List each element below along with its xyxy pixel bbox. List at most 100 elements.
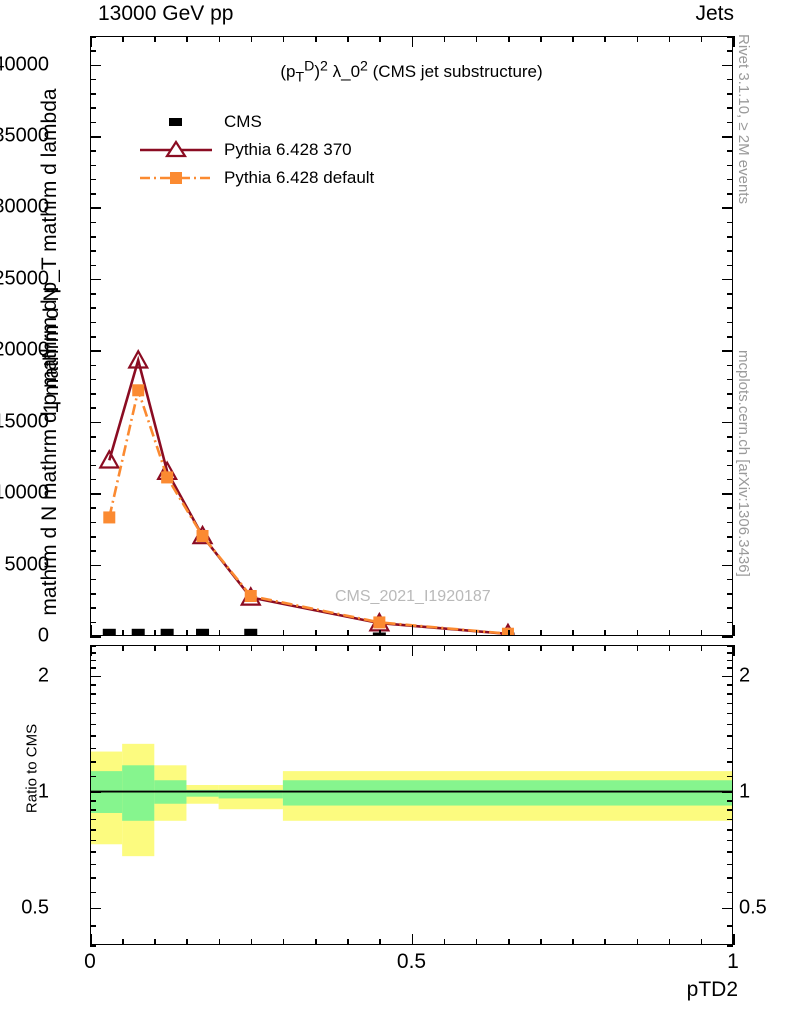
axis-tick <box>722 493 733 495</box>
header-analysis-category: Jets <box>695 2 734 25</box>
axis-tick <box>475 36 478 42</box>
axis-tick <box>727 193 733 195</box>
axis-tick <box>727 236 733 238</box>
axis-tick <box>540 939 542 945</box>
axis-tick <box>90 536 96 538</box>
plot-watermark: CMS_2021_I1920187 <box>335 588 491 605</box>
main-y-tick-label: 0 <box>37 624 49 647</box>
axis-tick <box>90 925 96 927</box>
legend-label: Pythia 6.428 default <box>224 168 375 187</box>
data-marker <box>160 628 174 635</box>
axis-tick <box>727 378 733 381</box>
axis-tick <box>186 36 189 42</box>
axis-tick <box>90 78 96 81</box>
axis-tick <box>727 593 733 595</box>
axis-tick <box>186 645 189 651</box>
axis-tick <box>90 264 96 267</box>
axis-tick <box>90 934 92 945</box>
x-tick-label: 0 <box>84 950 96 973</box>
axis-tick <box>700 36 703 42</box>
axis-tick <box>443 939 446 945</box>
data-marker <box>196 530 209 542</box>
axis-tick <box>668 630 671 636</box>
axis-tick <box>636 630 639 636</box>
axis-tick <box>727 107 733 110</box>
axis-tick <box>90 378 96 381</box>
axis-tick <box>90 450 96 452</box>
axis-tick <box>90 800 96 802</box>
axis-tick <box>636 36 639 42</box>
axis-tick <box>218 939 221 945</box>
data-marker <box>131 628 145 635</box>
axis-tick <box>250 36 253 42</box>
axis-tick <box>90 464 96 467</box>
main-y-tick-label: 35000 <box>0 124 49 147</box>
axis-tick <box>733 625 735 636</box>
data-marker <box>98 449 121 469</box>
legend-item[interactable]: Pythia 6.428 default <box>140 164 374 192</box>
axis-tick <box>727 818 733 821</box>
axis-tick <box>572 645 574 651</box>
axis-tick <box>122 630 124 636</box>
ratio-uncertainty-band-green <box>186 789 219 797</box>
ratio-plot-ticks <box>90 645 735 947</box>
axis-tick <box>90 684 96 686</box>
axis-tick <box>540 645 542 651</box>
axis-tick <box>475 939 478 945</box>
axis-tick <box>700 939 703 945</box>
axis-tick <box>540 630 542 636</box>
axis-tick <box>727 250 733 252</box>
axis-tick <box>727 723 733 726</box>
legend-item[interactable]: CMS <box>140 108 374 136</box>
axis-tick <box>90 36 96 38</box>
axis-tick <box>722 136 733 138</box>
axis-tick <box>90 636 101 638</box>
axis-tick <box>90 625 92 636</box>
axis-tick <box>90 907 101 910</box>
axis-tick <box>727 164 733 167</box>
axis-tick <box>90 564 101 567</box>
axis-tick <box>90 818 96 821</box>
axis-tick <box>218 36 221 42</box>
ratio-plot-canvas <box>91 743 732 857</box>
axis-tick <box>90 164 96 167</box>
axis-tick <box>90 621 96 624</box>
axis-tick <box>475 645 478 651</box>
axis-tick <box>186 630 189 636</box>
axis-tick <box>90 50 96 52</box>
axis-tick <box>282 630 285 636</box>
axis-tick <box>90 364 96 367</box>
axis-tick <box>90 478 96 481</box>
axis-tick <box>727 621 733 624</box>
legend-item[interactable]: Pythia 6.428 370 <box>140 136 374 164</box>
axis-tick <box>727 891 733 894</box>
axis-tick <box>727 321 733 324</box>
data-marker <box>161 471 174 484</box>
axis-tick <box>90 121 96 124</box>
axis-tick <box>90 693 96 695</box>
axis-tick <box>122 939 124 945</box>
axis-tick <box>90 236 96 238</box>
ratio-uncertainty-band-green <box>282 780 732 806</box>
axis-tick <box>90 607 96 610</box>
axis-tick <box>90 421 101 424</box>
axis-tick <box>727 775 733 778</box>
main-y-tick-label: 30000 <box>0 195 49 218</box>
axis-tick <box>727 607 733 610</box>
data-marker <box>373 616 386 629</box>
header-energy-beam: 13000 GeV pp <box>98 2 234 25</box>
axis-tick <box>722 421 733 424</box>
axis-tick <box>727 150 733 152</box>
axis-tick <box>604 939 606 945</box>
ratio-uncertainty-band-green <box>122 765 155 821</box>
axis-tick <box>727 809 733 811</box>
axis-tick <box>282 939 285 945</box>
axis-tick <box>379 645 381 651</box>
axis-tick <box>727 693 733 695</box>
axis-tick <box>722 64 733 67</box>
axis-tick <box>572 36 574 42</box>
axis-tick <box>727 645 733 647</box>
axis-tick <box>727 521 733 524</box>
axis-tick <box>90 393 96 395</box>
axis-tick <box>727 464 733 467</box>
